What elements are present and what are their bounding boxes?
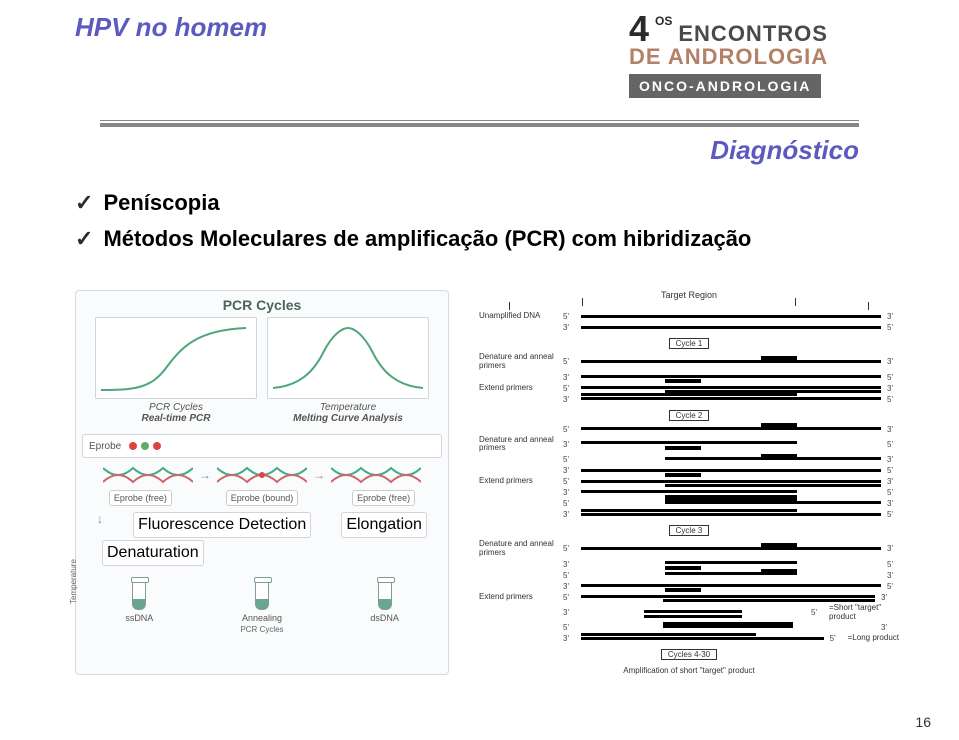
badge-free: Eprobe (free): [109, 490, 172, 506]
eprobe-label: Eprobe: [82, 434, 442, 458]
bullet-list: ✓ Peníscopia ✓ Métodos Moleculares de am…: [75, 190, 751, 262]
check-icon: ✓: [75, 226, 93, 252]
helix-icon: [103, 464, 193, 486]
event-logo: 4 OS ENCONTROS DE ANDROLOGIA ONCO-ANDROL…: [629, 8, 859, 98]
bullet-1-text: Peníscopia: [103, 190, 219, 216]
tube-flow: ssDNA Annealing dsDNA: [82, 580, 442, 623]
arrow-right-icon: →: [199, 468, 211, 482]
tube-ds-label: dsDNA: [327, 613, 442, 623]
cycle1-box: Cycle 1: [669, 338, 710, 349]
bullet-2: ✓ Métodos Moleculares de amplificação (P…: [75, 226, 751, 252]
melting-curve-chart: [267, 317, 429, 399]
dna-helix-row: → →: [82, 464, 442, 486]
bullet-2-text: Métodos Moleculares de amplificação (PCR…: [103, 226, 751, 252]
page-title: HPV no homem: [75, 12, 267, 43]
tube-icon: [132, 580, 146, 610]
denature-label-2: Denature and anneal primers: [479, 436, 557, 454]
denature-label-3: Denature and anneal primers: [479, 540, 557, 558]
short-product-label: =Short "target" product: [829, 604, 899, 622]
badge-bound: Eprobe (bound): [226, 490, 299, 506]
tube-icon: [255, 580, 269, 610]
pcr-title: PCR Cycles: [82, 297, 442, 313]
logo-line2: DE ANDROLOGIA: [629, 44, 859, 70]
section-title: Diagnóstico: [710, 135, 859, 166]
amplification-caption: Amplification of short "target" product: [479, 666, 899, 675]
helix-icon: [331, 464, 421, 486]
denature-label-1: Denature and anneal primers: [479, 353, 557, 371]
badge-free2: Eprobe (free): [352, 490, 415, 506]
realtime-pcr-chart: [95, 317, 257, 399]
bottom-x-label: PCR Cycles: [82, 625, 442, 634]
temp-axis-label: Temperature: [69, 559, 78, 604]
divider: [100, 120, 859, 127]
extend-label-2: Extend primers: [479, 477, 557, 486]
flow-elongation: Elongation: [341, 512, 427, 538]
pcr-amplification-figure: Target Region Unamplified DNA 5' 3' 3' 5…: [479, 290, 899, 675]
tube-icon: [378, 580, 392, 610]
flow-fluorescence: Fluorescence Detection: [133, 512, 311, 538]
bullet-1: ✓ Peníscopia: [75, 190, 751, 216]
tube-ann-label: Annealing: [205, 613, 320, 623]
extend-label-1: Extend primers: [479, 384, 557, 393]
unamplified-label: Unamplified DNA: [479, 312, 557, 321]
figures-row: PCR Cycles PCR Cycles Real-time PCR: [75, 290, 899, 675]
cycle3-box: Cycle 3: [669, 525, 710, 536]
pcr-cycles-figure: PCR Cycles PCR Cycles Real-time PCR: [75, 290, 449, 675]
flow-denaturation: Denaturation: [102, 540, 204, 566]
tube-ss-label: ssDNA: [82, 613, 197, 623]
realtime-caption: PCR Cycles Real-time PCR: [95, 402, 257, 424]
logo-sup: OS: [655, 14, 672, 28]
long-product-label: =Long product: [848, 634, 899, 643]
cycle2-box: Cycle 2: [669, 410, 710, 421]
page-number: 16: [915, 714, 931, 730]
check-icon: ✓: [75, 190, 93, 216]
helix-icon: [217, 464, 307, 486]
melting-caption: Temperature Melting Curve Analysis: [267, 402, 429, 424]
arrow-right-icon: →: [313, 468, 325, 482]
logo-banner: ONCO-ANDROLOGIA: [629, 74, 821, 98]
extend-label-3: Extend primers: [479, 593, 557, 602]
cycle4-box: Cycles 4-30: [661, 649, 717, 660]
arrow-down-icon: ↓: [97, 512, 103, 538]
